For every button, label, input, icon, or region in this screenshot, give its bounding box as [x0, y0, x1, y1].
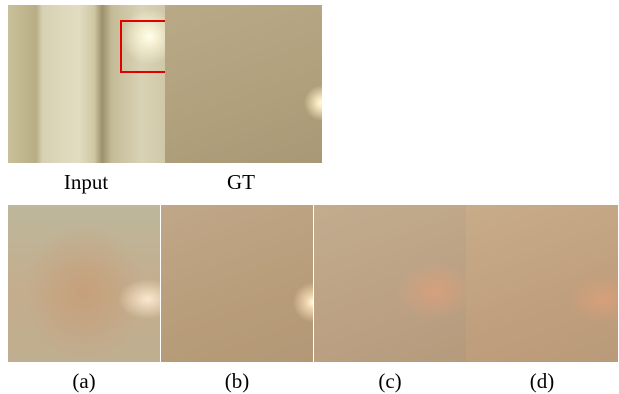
input-image	[8, 5, 165, 163]
result-image	[8, 205, 160, 362]
caption: (d)	[466, 369, 618, 394]
result-image	[466, 205, 618, 362]
caption: (a)	[8, 369, 160, 394]
gt-image	[165, 5, 322, 163]
caption: (c)	[314, 369, 466, 394]
caption: Input	[10, 170, 162, 195]
figure: Input GT (a) (b) (c) (d)	[0, 0, 619, 394]
caption: GT	[165, 170, 317, 195]
result-image	[161, 205, 313, 362]
result-image	[314, 205, 466, 362]
caption: (b)	[161, 369, 313, 394]
